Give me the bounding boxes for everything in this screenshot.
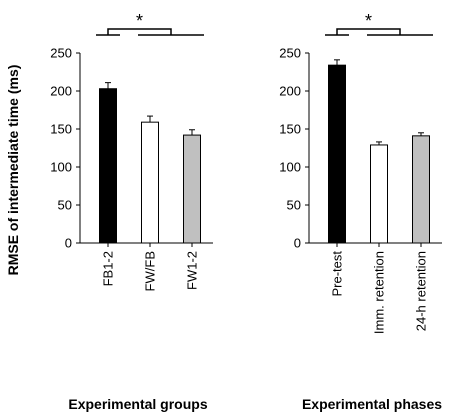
y-axis-title: RMSE of intermediate time (ms) [5, 65, 21, 276]
y-tick-label: 200 [50, 84, 72, 99]
bar [370, 144, 388, 244]
category-label: FW1-2 [185, 251, 200, 290]
significance-bracket [325, 28, 433, 36]
bar [183, 134, 201, 244]
y-tick-label: 250 [50, 46, 72, 61]
category-label: 24-h retention [414, 251, 429, 331]
category-label: Imm. retention [372, 251, 387, 334]
category-label: FB1-2 [101, 251, 116, 286]
bar [412, 135, 430, 244]
category-label: Pre-test [330, 251, 345, 297]
bar [141, 121, 159, 244]
y-tick-label: 0 [294, 236, 301, 251]
x-axis-title: Experimental phases [302, 396, 442, 412]
y-tick-label: 50 [58, 198, 72, 213]
significance-bracket [96, 28, 204, 36]
category-label: FW/FB [143, 251, 158, 291]
y-tick-label: 100 [279, 160, 301, 175]
y-tick-label: 250 [279, 46, 301, 61]
y-tick-label: 150 [50, 122, 72, 137]
x-axis-title: Experimental groups [68, 396, 207, 412]
bar [328, 64, 346, 244]
panel-experimental-phases: 0 50 100 150 200 250 Pre-test Imm. retention 24-… [279, 11, 442, 412]
significance-star: * [365, 11, 372, 31]
significance-star: * [136, 11, 143, 31]
y-tick-label: 0 [65, 236, 72, 251]
y-tick-label: 50 [287, 198, 301, 213]
y-tick-label: 100 [50, 160, 72, 175]
panel-experimental-groups: 0 50 100 150 200 250 FB1-2 FW/FB FW1-2 * Experimen… [50, 11, 213, 412]
y-tick-label: 200 [279, 84, 301, 99]
y-tick-label: 150 [279, 122, 301, 137]
bar [99, 88, 117, 244]
